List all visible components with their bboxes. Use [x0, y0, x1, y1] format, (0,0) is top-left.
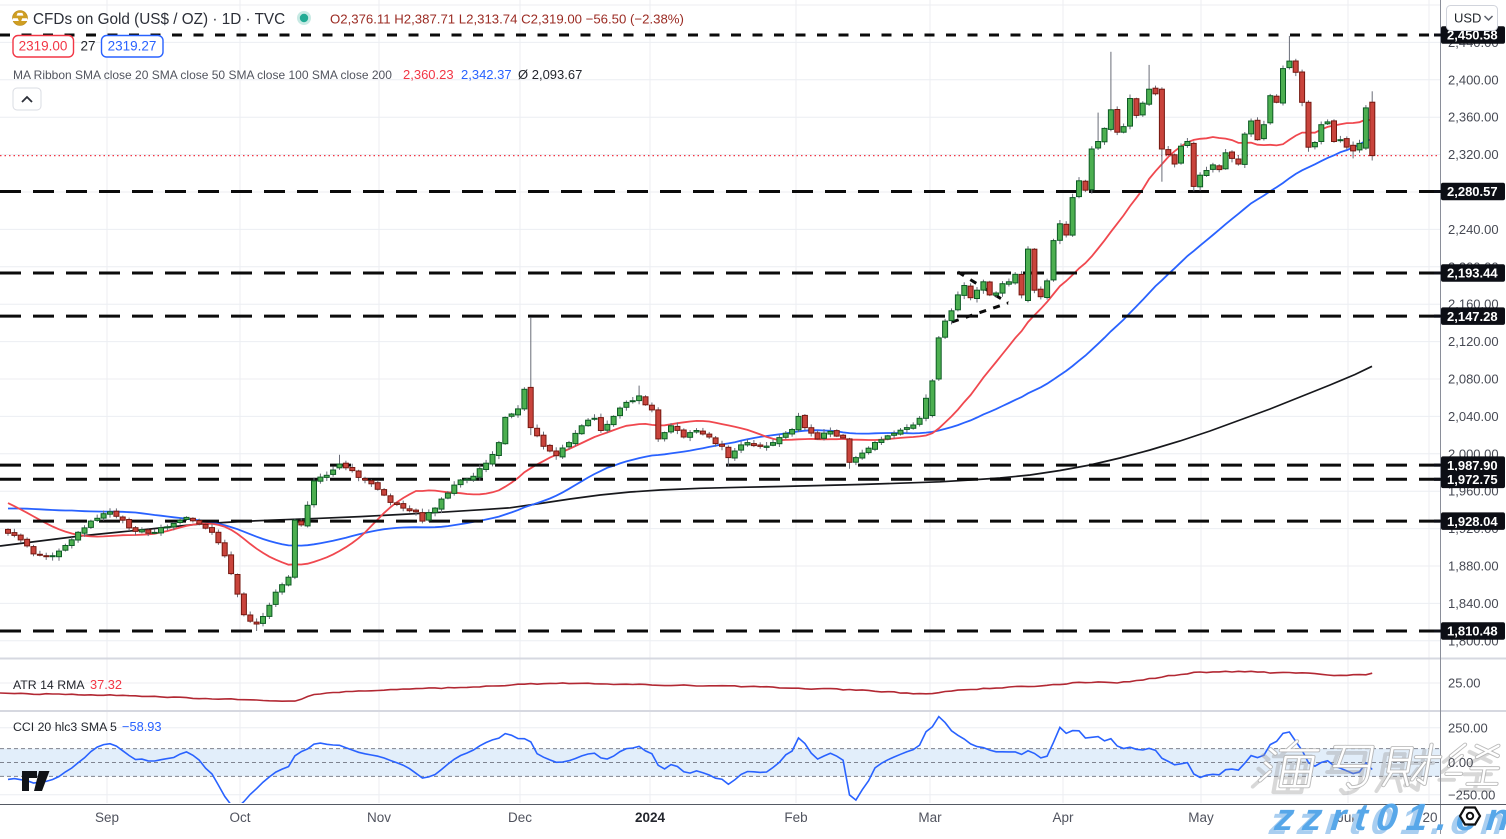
svg-text:Jun: Jun	[1337, 810, 1359, 825]
svg-text:20: 20	[1422, 810, 1437, 825]
svg-text:1,880.00: 1,880.00	[1448, 559, 1499, 574]
svg-text:USD: USD	[1454, 11, 1481, 26]
svg-text:2,120.00: 2,120.00	[1448, 334, 1499, 349]
svg-text:25.00: 25.00	[1448, 676, 1481, 691]
svg-text:1,810.48: 1,810.48	[1447, 624, 1498, 639]
svg-text:Ø 2,093.67: Ø 2,093.67	[518, 67, 582, 82]
svg-text:Apr: Apr	[1052, 810, 1074, 825]
svg-text:ATR 14 RMA: ATR 14 RMA	[13, 678, 85, 692]
svg-text:2,280.57: 2,280.57	[1447, 184, 1498, 199]
svg-text:Sep: Sep	[95, 810, 119, 825]
svg-text:0.00: 0.00	[1448, 755, 1473, 770]
svg-text:Feb: Feb	[784, 810, 807, 825]
svg-text:Mar: Mar	[918, 810, 942, 825]
svg-text:MA Ribbon SMA close 20 SMA clo: MA Ribbon SMA close 20 SMA close 50 SMA …	[13, 68, 392, 82]
svg-text:1,928.04: 1,928.04	[1447, 514, 1498, 529]
svg-text:2,240.00: 2,240.00	[1448, 222, 1499, 237]
svg-text:2024: 2024	[635, 810, 666, 825]
svg-text:−58.93: −58.93	[122, 719, 162, 734]
svg-text:CCI 20 hlc3 SMA 5: CCI 20 hlc3 SMA 5	[13, 720, 117, 734]
svg-text:2,400.00: 2,400.00	[1448, 72, 1499, 87]
svg-text:Oct: Oct	[229, 810, 250, 825]
svg-text:2,147.28: 2,147.28	[1447, 309, 1498, 324]
svg-text:2,320.00: 2,320.00	[1448, 147, 1499, 162]
svg-text:2,080.00: 2,080.00	[1448, 372, 1499, 387]
svg-text:2,193.44: 2,193.44	[1447, 266, 1498, 281]
svg-text:2319.27: 2319.27	[108, 39, 157, 54]
svg-text:2,040.00: 2,040.00	[1448, 409, 1499, 424]
svg-text:O2,376.11 H2,387.71 L2,313.74: O2,376.11 H2,387.71 L2,313.74 C2,319.00 …	[330, 12, 684, 27]
svg-text:250.00: 250.00	[1448, 720, 1488, 735]
svg-text:2,342.37: 2,342.37	[461, 67, 512, 82]
svg-text:2319.00: 2319.00	[19, 39, 68, 54]
svg-text:May: May	[1188, 810, 1214, 825]
svg-text:2,360.00: 2,360.00	[1448, 110, 1499, 125]
svg-text:1,840.00: 1,840.00	[1448, 596, 1499, 611]
svg-text:2,360.23: 2,360.23	[403, 67, 454, 82]
svg-text:1,972.75: 1,972.75	[1447, 472, 1498, 487]
svg-text:2,450.58: 2,450.58	[1447, 28, 1498, 43]
svg-text:27: 27	[80, 39, 95, 54]
svg-text:1,987.90: 1,987.90	[1447, 458, 1498, 473]
svg-text:Dec: Dec	[508, 810, 532, 825]
svg-text:−250.00: −250.00	[1448, 787, 1495, 802]
svg-text:Nov: Nov	[367, 810, 391, 825]
svg-text:37.32: 37.32	[90, 677, 122, 692]
svg-text:CFDs on Gold (US$ / OZ) · 1D ·: CFDs on Gold (US$ / OZ) · 1D · TVC	[33, 11, 285, 28]
